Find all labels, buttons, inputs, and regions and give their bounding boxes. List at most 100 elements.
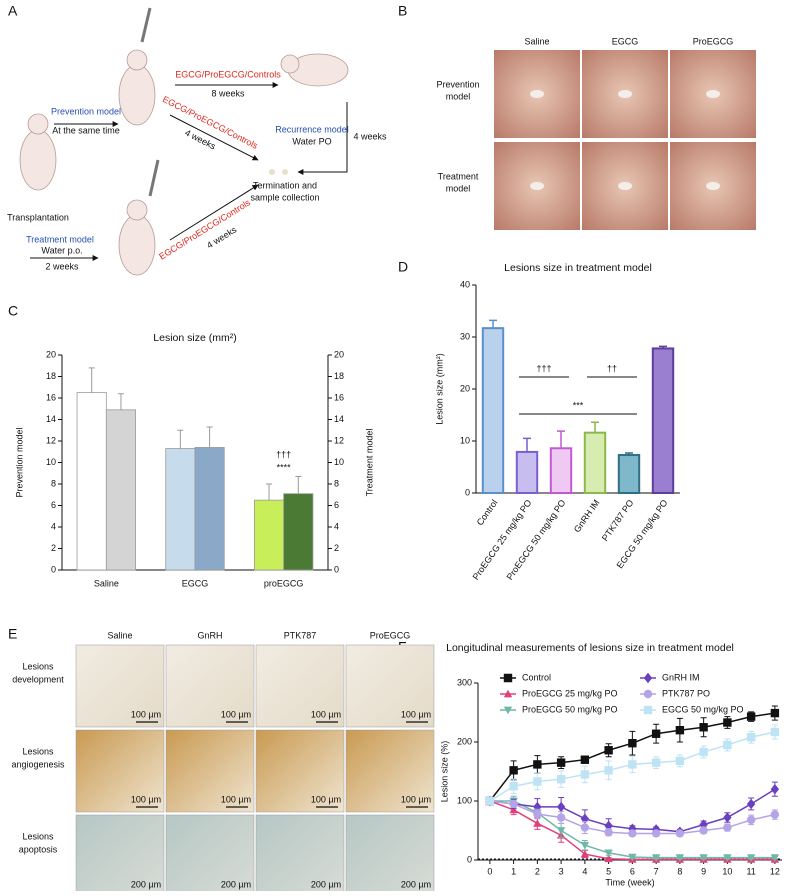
- bar: [515, 450, 539, 495]
- x-tick-label: 10: [722, 866, 732, 876]
- mouse-icon: [118, 214, 156, 276]
- label: Prevention model: [51, 106, 121, 116]
- x-tick-label: 11: [746, 866, 755, 876]
- marker: [485, 796, 495, 806]
- error-bar: [266, 483, 273, 501]
- marker: [699, 826, 708, 835]
- bar: [481, 327, 505, 494]
- y-tick-label: 0: [467, 854, 472, 864]
- y-tick-label: 10: [46, 457, 56, 467]
- x-tick-label: Control: [475, 498, 500, 528]
- label: Treatment model: [26, 234, 94, 244]
- marker: [699, 747, 708, 757]
- scale-bar-label: 200 µm: [401, 879, 431, 889]
- row-label: development: [12, 674, 64, 684]
- histology-image: [255, 729, 345, 813]
- marker: [580, 849, 590, 858]
- scale-bar-label: 100 µm: [401, 709, 431, 719]
- y-tick-label: 20: [46, 349, 56, 359]
- error-bar: [591, 421, 599, 433]
- sample-dot: [282, 169, 288, 175]
- mouse-icon: [19, 129, 57, 191]
- label: 2 weeks: [45, 261, 79, 271]
- marker: [746, 854, 756, 862]
- bar: [165, 448, 196, 571]
- error-bar: [295, 475, 302, 494]
- scale-bar-label: 200 µm: [131, 879, 161, 889]
- row-label: Lesions: [22, 831, 54, 841]
- scale-bar-label: 100 µm: [221, 709, 251, 719]
- y-tick-label: 10: [460, 435, 470, 445]
- y-tick-label: 12: [46, 435, 56, 445]
- annotation: †††: [276, 449, 291, 459]
- x-tick-label: 8: [677, 866, 682, 876]
- marker: [509, 782, 518, 791]
- marker: [533, 819, 542, 827]
- row-label: Lesions: [22, 746, 54, 756]
- y2-tick-label: 2: [334, 543, 339, 553]
- panel-label: C: [8, 303, 18, 319]
- error-bar: [489, 319, 497, 329]
- y-tick-label: 8: [51, 478, 56, 488]
- mouse-icon: [126, 199, 148, 221]
- marker: [723, 812, 732, 823]
- legend-label: ProEGCG 25 mg/kg PO: [522, 688, 618, 698]
- panel-label: E: [8, 626, 17, 642]
- row-label: model: [446, 91, 471, 101]
- error-bar: [206, 426, 213, 448]
- bar: [651, 347, 675, 494]
- bar: [617, 454, 641, 495]
- marker: [628, 760, 637, 769]
- row-label: Prevention: [436, 79, 479, 89]
- bar: [283, 493, 314, 571]
- y-axis-label: Prevention model: [14, 427, 24, 497]
- error-bar: [557, 430, 565, 449]
- y-tick-label: 300: [457, 677, 472, 687]
- arrow: [169, 114, 259, 161]
- marker: [770, 708, 780, 718]
- x-tick-label: ProEGCG 50 mg/kg PO: [505, 498, 568, 582]
- syringe: [148, 159, 160, 197]
- annotation: ****: [277, 462, 292, 472]
- label: Transplantation: [7, 212, 69, 222]
- histology-image: [75, 644, 165, 728]
- label: Water p.o.: [41, 245, 82, 255]
- x-tick-label: Saline: [94, 578, 119, 588]
- y-axis-label: Lesion size (%): [439, 741, 449, 803]
- marker: [509, 799, 518, 809]
- error-bar: [177, 429, 184, 449]
- x-tick-label: 5: [606, 866, 611, 876]
- marker: [604, 854, 613, 863]
- y2-tick-label: 12: [334, 435, 344, 445]
- label: Recurrence model: [275, 124, 349, 134]
- marker: [556, 813, 566, 822]
- y-tick-label: 6: [51, 500, 56, 510]
- legend-marker: [503, 706, 513, 715]
- marker: [628, 829, 637, 838]
- legend-label: Control: [522, 672, 551, 682]
- mouse-icon: [118, 64, 156, 126]
- scale-bar-label: 200 µm: [311, 879, 341, 889]
- marker: [604, 746, 613, 755]
- mouse-icon: [126, 49, 148, 71]
- error-bar: [523, 437, 531, 452]
- label: sample collection: [250, 192, 319, 202]
- error-bar: [88, 367, 95, 393]
- photo-grid: Saline EGCG ProEGCG Prevention model Treatmen…: [436, 36, 756, 230]
- y2-tick-label: 0: [334, 564, 339, 574]
- marker: [699, 723, 708, 732]
- column-label: ProEGCG: [370, 630, 411, 640]
- y2-tick-label: 18: [334, 371, 344, 381]
- scale-bar-label: 100 µm: [131, 709, 161, 719]
- marker: [628, 738, 637, 748]
- lesion: [618, 90, 632, 98]
- x-tick-label: ProEGCG 25 mg/kg PO: [471, 498, 534, 582]
- y-tick-label: 4: [51, 521, 56, 531]
- y2-tick-label: 6: [334, 500, 339, 510]
- y-tick-label: 0: [51, 564, 56, 574]
- histology-image: [345, 729, 435, 813]
- marker: [651, 829, 661, 838]
- marker: [580, 823, 590, 832]
- y-tick-label: 2: [51, 543, 56, 553]
